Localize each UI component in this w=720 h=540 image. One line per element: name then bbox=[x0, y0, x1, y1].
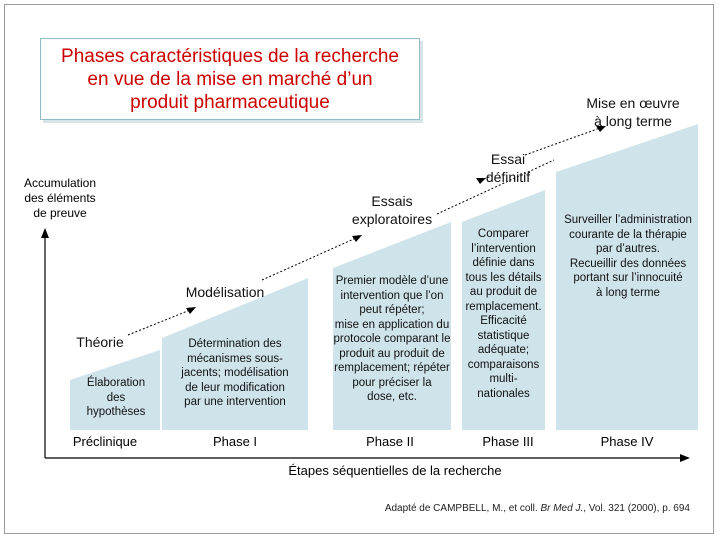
arrowhead-3 bbox=[476, 178, 486, 184]
stage-theorie-text: Théorie bbox=[76, 334, 124, 350]
stage-definitif-line-2: définitif bbox=[485, 169, 531, 185]
block-preclinique bbox=[70, 350, 160, 430]
desc-phase4-line: Recueillir des données bbox=[569, 257, 687, 270]
arrowhead-4 bbox=[596, 126, 606, 132]
source-suffix: , Vol. 321 (2000), p. 694 bbox=[583, 503, 690, 514]
desc-phase3-line: l’intervention bbox=[471, 242, 536, 255]
desc-phase3-line: définie dans bbox=[472, 257, 535, 269]
stage-essais-line-1: Essais bbox=[371, 193, 413, 209]
y-axis-label-line-1: Accumulation bbox=[23, 176, 97, 190]
desc-phase4-line: à long terme bbox=[596, 286, 660, 299]
desc-phase2-line: peut répéter; bbox=[359, 304, 425, 316]
desc-phase1-line: mécanismes sous- bbox=[187, 352, 283, 365]
phase-label-phase1: Phase I bbox=[212, 434, 258, 449]
y-axis-label: Accumulation des éléments de preuve bbox=[16, 176, 104, 221]
title-box: Phases caractéristiques de la recherche … bbox=[40, 38, 420, 120]
stage-oeuvre-line-1: Mise en œuvre bbox=[586, 95, 680, 111]
arrow-modelisation-essais bbox=[261, 237, 357, 281]
desc-phase3-line: statistique bbox=[477, 329, 530, 342]
stage-theorie: Théorie bbox=[60, 333, 140, 351]
desc-phase3-line: au produit de bbox=[469, 286, 538, 298]
desc-phase4: Surveiller l’administration courante de … bbox=[558, 213, 698, 300]
slide-frame bbox=[4, 4, 714, 534]
desc-phase2-line: remplacement; répéter bbox=[334, 362, 450, 374]
desc-phase4-line: portant sur l’innocuité bbox=[573, 272, 683, 284]
title-line-3: produit pharmaceutique bbox=[130, 91, 330, 113]
desc-phase4-line: courante de la thérapie bbox=[569, 228, 687, 241]
desc-phase2-line: dose, etc. bbox=[367, 391, 417, 403]
y-axis-label-line-3: de preuve bbox=[33, 206, 87, 220]
desc-phase2-line: pour préciser la bbox=[352, 376, 432, 389]
desc-phase2-line: intervention que l’on bbox=[340, 289, 444, 302]
desc-phase1: Détermination des mécanismes sous- jacen… bbox=[165, 337, 305, 410]
desc-phase1-line: Détermination des bbox=[188, 338, 282, 350]
stage-essai-definitif: Essai définitif bbox=[468, 150, 548, 186]
desc-preclinique-line: Élaboration bbox=[86, 377, 146, 389]
desc-phase3-line: multi- bbox=[489, 373, 518, 385]
desc-phase4-line: par d’autres. bbox=[596, 243, 660, 255]
desc-phase2: Premier modèle d’une intervention que l’… bbox=[333, 274, 451, 405]
y-axis-arrowhead bbox=[41, 228, 49, 238]
desc-phase3-line: Efficacité bbox=[480, 315, 527, 327]
phase-label-phase4: Phase IV bbox=[600, 434, 654, 449]
title-line-1: Phases caractéristiques de la recherche bbox=[61, 45, 399, 67]
phase-label-phase2: Phase II bbox=[366, 434, 414, 449]
desc-phase2-line: protocole comparant le bbox=[333, 333, 451, 345]
x-axis-arrowhead bbox=[680, 454, 690, 462]
arrow-essais-definitif bbox=[436, 159, 555, 215]
desc-phase3-line: remplacement. bbox=[465, 300, 542, 313]
arrowhead-1 bbox=[186, 307, 196, 314]
desc-phase3-line: Comparer bbox=[477, 228, 530, 240]
desc-preclinique: Élaboration des hypothèses bbox=[66, 376, 166, 420]
desc-phase1-line: par une intervention bbox=[184, 396, 286, 408]
y-axis-label-line-2: des éléments bbox=[24, 191, 96, 205]
block-phase2 bbox=[333, 222, 451, 430]
arrow-definitif-mise-en-oeuvre bbox=[524, 127, 601, 156]
phase-label-phase3: Phase III bbox=[482, 434, 534, 449]
stage-mise-en-oeuvre: Mise en œuvre à long terme bbox=[568, 94, 698, 130]
desc-phase1-line: de leur modification bbox=[185, 381, 285, 394]
desc-phase2-line: produit au produit de bbox=[339, 347, 445, 360]
desc-phase3: Comparer l’intervention définie dans tou… bbox=[462, 227, 545, 401]
stage-definitif-line-1: Essai bbox=[490, 151, 526, 167]
stage-essais-exploratoires: Essais exploratoires bbox=[332, 192, 452, 228]
desc-phase3-line: nationales bbox=[477, 387, 530, 400]
desc-phase1-line: jacents; modélisation bbox=[181, 367, 289, 379]
desc-phase3-line: tous les détails bbox=[465, 271, 542, 284]
source-prefix: Adapté de CAMPBELL, M., et coll. bbox=[384, 503, 541, 514]
desc-preclinique-line: hypothèses bbox=[86, 406, 146, 418]
x-axis-label: Étapes séquentielles de la recherche bbox=[288, 463, 502, 478]
desc-phase2-line: mise en application du bbox=[334, 318, 450, 331]
phase-label-preclinique: Préclinique bbox=[72, 434, 138, 449]
source-citation: Adapté de CAMPBELL, M., et coll. Br Med … bbox=[370, 503, 690, 514]
block-phase4 bbox=[556, 124, 698, 430]
desc-phase3-line: adéquate; bbox=[477, 344, 530, 356]
title-line-2: en vue de la mise en marché d’un bbox=[87, 68, 373, 90]
arrow-theorie-modelisation bbox=[127, 309, 191, 336]
stage-modelisation: Modélisation bbox=[165, 283, 285, 301]
stage-essais-line-2: exploratoires bbox=[351, 211, 433, 227]
stage-oeuvre-line-2: à long terme bbox=[594, 113, 672, 129]
source-journal: Br Med J. bbox=[540, 503, 584, 514]
desc-preclinique-line: des bbox=[106, 391, 126, 404]
block-phase3 bbox=[462, 190, 545, 430]
desc-phase2-line: Premier modèle d’une bbox=[335, 275, 449, 287]
block-phase1 bbox=[162, 278, 308, 430]
arrowhead-2 bbox=[352, 235, 362, 242]
desc-phase3-line: comparaisons bbox=[467, 358, 540, 371]
desc-phase4-line: Surveiller l’administration bbox=[564, 214, 692, 226]
stage-modelisation-text: Modélisation bbox=[185, 284, 265, 300]
